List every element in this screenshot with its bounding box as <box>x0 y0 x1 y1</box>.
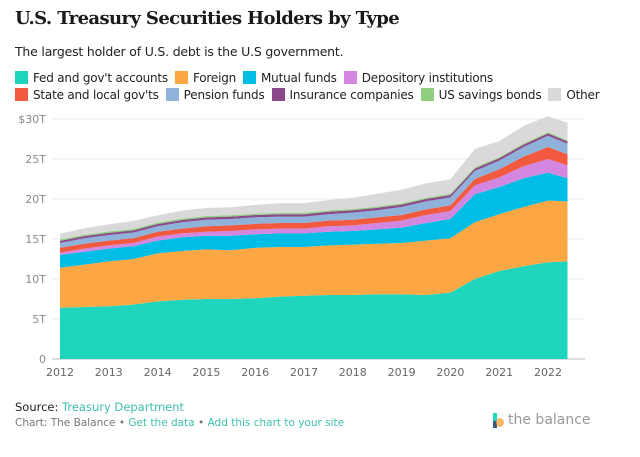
area-state-and-local-gov-ts <box>60 147 568 253</box>
legend-label: US savings bonds <box>438 87 542 102</box>
source-link[interactable]: Treasury Department <box>62 400 185 414</box>
x-tick-label: 2021 <box>485 366 513 379</box>
legend-label: Foreign <box>193 70 237 85</box>
legend-swatch <box>243 71 257 84</box>
legend-swatch <box>175 71 188 84</box>
chart-subtitle: The largest holder of U.S. debt is the U… <box>15 44 344 59</box>
legend-item: Fed and gov't accounts <box>15 71 168 85</box>
separator: • <box>118 417 126 429</box>
area-depository-institutions <box>60 159 568 255</box>
x-tick-label: 2013 <box>95 366 123 379</box>
y-tick-label: 5T <box>32 313 46 326</box>
legend-swatch <box>15 88 28 101</box>
legend-item: Foreign <box>175 71 236 85</box>
add-chart-link[interactable]: Add this chart to your site <box>207 417 345 429</box>
legend-item: Pension funds <box>165 87 265 102</box>
y-tick-label: $30T <box>18 113 46 126</box>
x-tick-label: 2018 <box>339 366 367 379</box>
x-tick-label: 2019 <box>388 366 416 379</box>
area-foreign <box>60 200 568 308</box>
legend-item: Insurance companies <box>271 87 414 102</box>
the-balance-logo: the balance <box>493 412 591 428</box>
source-label: Source: <box>15 400 59 414</box>
legend-item: Depository institutions <box>343 70 493 85</box>
get-data-link[interactable]: Get the data <box>128 417 195 429</box>
legend-swatch <box>15 71 28 84</box>
logo-mark-icon <box>493 412 504 428</box>
x-tick-label: 2016 <box>241 366 269 379</box>
legend-label: Pension funds <box>183 87 265 102</box>
legend-item: Other <box>548 87 600 102</box>
y-tick-label: 15T <box>25 233 46 246</box>
area-fed-and-gov-t-accounts <box>60 261 568 359</box>
y-tick-label: 25T <box>25 153 46 166</box>
legend-item: State and local gov'ts <box>15 88 159 102</box>
area-mutual-funds <box>60 172 568 268</box>
logo-text: the balance <box>508 412 591 428</box>
legend-item: US savings bonds <box>420 87 542 102</box>
y-tick-label: 10T <box>25 273 46 286</box>
chart-title: U.S. Treasury Securities Holders by Type <box>15 8 400 29</box>
chart-credit: Chart: The Balance <box>15 417 116 429</box>
y-tick-label: 20T <box>25 193 46 206</box>
x-tick-label: 2012 <box>46 366 74 379</box>
legend-label: State and local gov'ts <box>33 87 159 102</box>
legend-swatch <box>343 71 357 84</box>
x-tick-label: 2020 <box>436 366 464 379</box>
y-tick-label: 0 <box>39 353 46 366</box>
legend-swatch <box>548 88 562 101</box>
legend-row: State and local gov'ts Pension funds Insur… <box>15 86 615 103</box>
source-line: Source: Treasury Department <box>15 400 184 414</box>
legend-swatch <box>420 88 434 101</box>
legend-label: Fed and gov't accounts <box>33 70 168 85</box>
legend-row: Fed and gov't accounts Foreign Mutual fund… <box>15 69 615 86</box>
separator: • <box>198 417 205 429</box>
x-tick-label: 2022 <box>534 366 562 379</box>
area-pension-funds <box>60 135 568 248</box>
area-other <box>60 116 568 240</box>
legend-swatch <box>165 88 179 101</box>
legend-item: Mutual funds <box>243 71 337 85</box>
legend-label: Depository institutions <box>361 70 493 85</box>
x-tick-label: 2017 <box>290 366 318 379</box>
legend-swatch <box>271 88 285 101</box>
legend-label: Insurance companies <box>289 87 414 102</box>
x-tick-label: 2014 <box>144 366 172 379</box>
credit-line: Chart: The Balance • Get the data • Add … <box>15 417 344 429</box>
legend-label: Mutual funds <box>261 70 337 85</box>
x-tick-label: 2015 <box>192 366 220 379</box>
legend-label: Other <box>566 87 600 102</box>
legend: Fed and gov't accounts Foreign Mutual fund… <box>15 69 615 103</box>
